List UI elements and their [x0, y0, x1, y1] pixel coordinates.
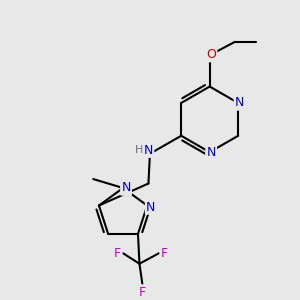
Text: F: F — [139, 286, 146, 298]
Text: N: N — [146, 200, 155, 214]
Text: N: N — [122, 182, 131, 194]
Text: N: N — [206, 146, 216, 159]
Text: N: N — [144, 144, 153, 157]
Text: H: H — [135, 145, 144, 155]
Text: N: N — [235, 96, 244, 110]
Text: F: F — [161, 247, 168, 260]
Text: O: O — [206, 48, 216, 61]
Text: F: F — [114, 247, 121, 260]
